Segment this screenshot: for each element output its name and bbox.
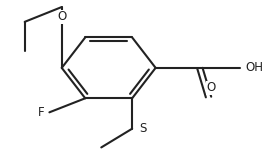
Text: OH: OH	[246, 61, 264, 74]
Text: O: O	[206, 81, 216, 94]
Text: O: O	[57, 10, 66, 23]
Text: S: S	[140, 122, 147, 135]
Text: F: F	[38, 106, 44, 119]
